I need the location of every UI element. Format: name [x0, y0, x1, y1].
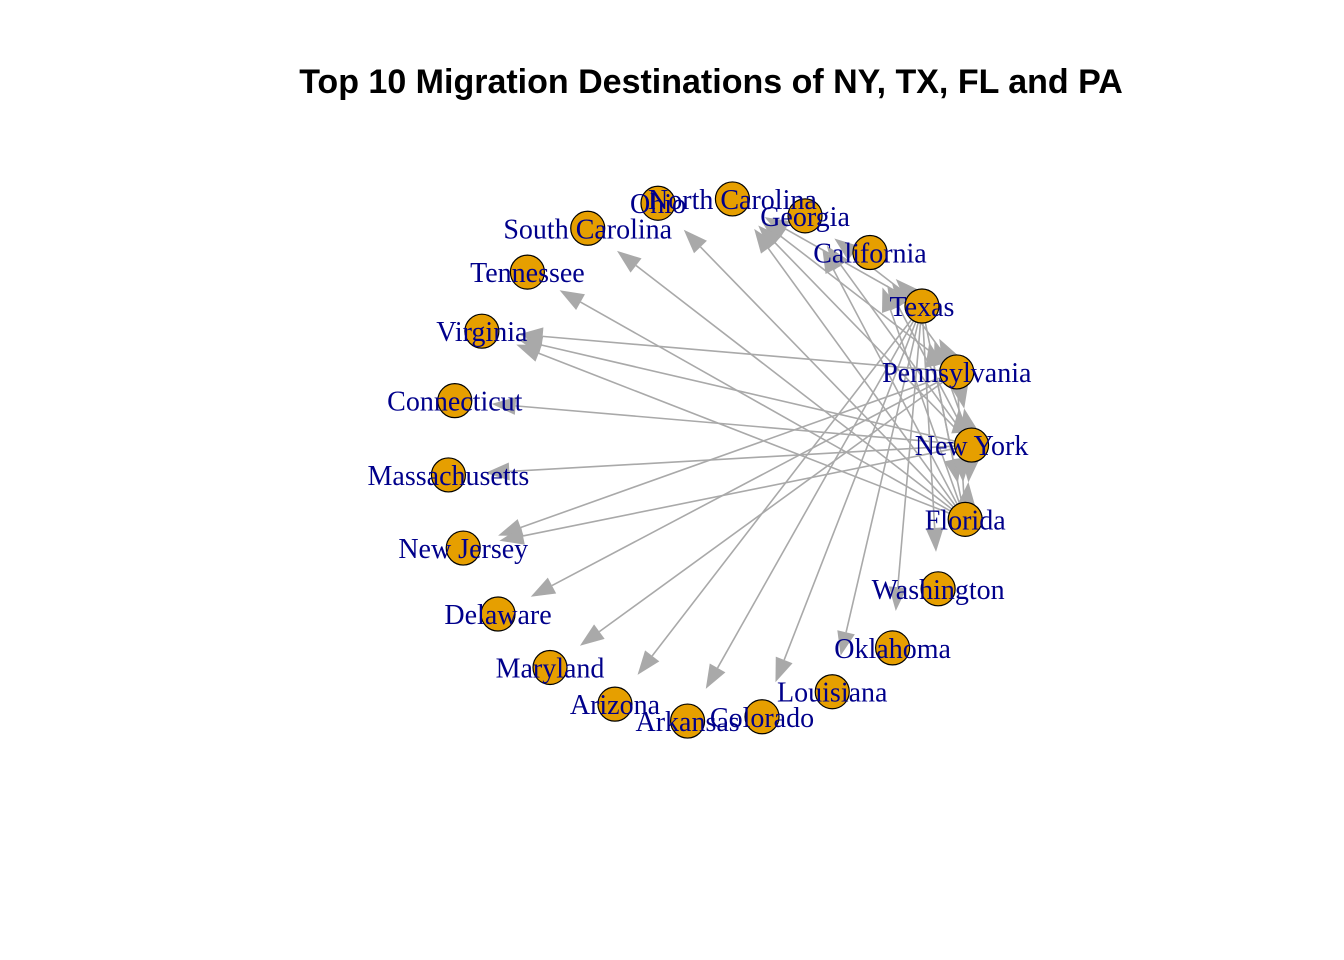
- node-label-georgia: Georgia: [760, 202, 850, 233]
- arrowhead-new_york-to-connecticut: [491, 396, 517, 415]
- node-california[interactable]: [852, 234, 888, 271]
- node-label-washington: Washington: [872, 575, 1005, 606]
- node-label-oklahoma: Oklahoma: [834, 634, 951, 665]
- arrowhead-texas-to-georgia: [834, 238, 859, 261]
- node-ohio[interactable]: [640, 185, 676, 221]
- node-label-massachusetts: Massachusetts: [368, 461, 530, 492]
- arrowhead-new_york-to-north_carolina: [758, 225, 782, 249]
- node-label-florida: Florida: [925, 505, 1006, 536]
- arrowhead-florida-to-texas: [925, 342, 943, 368]
- arrowhead-florida-to-georgia: [822, 248, 842, 275]
- node-label-new_jersey: New Jersey: [398, 534, 528, 565]
- edge-pennsylvania-to-new_jersey: [520, 371, 958, 529]
- node-south_carolina[interactable]: [570, 210, 606, 246]
- node-washington[interactable]: [920, 571, 956, 607]
- node-label-connecticut: Connecticut: [387, 387, 523, 418]
- arrowhead-texas-to-colorado: [775, 656, 793, 683]
- node-label-virginia: Virginia: [436, 317, 528, 348]
- node-label-maryland: Maryland: [496, 653, 605, 684]
- node-label-colorado: Colorado: [710, 703, 814, 734]
- edge-pennsylvania-to-delaware: [551, 371, 958, 587]
- arrowhead-florida-to-tennessee: [559, 290, 585, 310]
- arrowhead-pennsylvania-to-new_york: [950, 383, 969, 409]
- edge-florida-to-virginia: [538, 352, 966, 521]
- node-connecticut[interactable]: [437, 383, 473, 419]
- node-label-south_carolina: South Carolina: [503, 214, 672, 245]
- node-tennessee[interactable]: [509, 254, 546, 290]
- edge-texas-to-colorado: [783, 305, 923, 661]
- edge-texas-to-oklahoma: [897, 305, 923, 588]
- nodes-layer: [430, 181, 990, 739]
- arrowhead-texas-to-louisiana: [837, 630, 855, 656]
- node-maryland[interactable]: [532, 649, 568, 686]
- node-virginia[interactable]: [464, 313, 500, 349]
- arrowhead-florida-to-new_york: [957, 481, 976, 507]
- node-label-texas: Texas: [890, 292, 955, 323]
- node-label-pennsylvania: Pennsylvania: [882, 358, 1032, 389]
- edges-layer: [485, 217, 980, 689]
- arrowhead-florida-to-south_carolina: [617, 250, 642, 273]
- arrowhead-texas-to-oklahoma: [888, 586, 907, 612]
- node-label-ohio: Ohio: [630, 189, 686, 220]
- arrowhead-texas-to-arkansas: [705, 663, 726, 689]
- node-texas[interactable]: [904, 288, 940, 324]
- arrowhead-texas-to-california: [895, 279, 919, 303]
- node-massachusetts[interactable]: [430, 457, 467, 493]
- node-label-tennessee: Tennessee: [470, 258, 585, 289]
- edge-new_york-to-connecticut: [515, 405, 972, 446]
- node-pennsylvania[interactable]: [939, 354, 975, 390]
- node-delaware[interactable]: [480, 596, 516, 632]
- node-north_carolina[interactable]: [714, 181, 751, 217]
- node-new_jersey[interactable]: [445, 530, 481, 566]
- arrowhead-new_york-to-new_jersey: [499, 527, 525, 545]
- arrowhead-pennsylvania-to-maryland: [579, 624, 605, 646]
- node-oklahoma[interactable]: [874, 630, 911, 666]
- node-louisiana[interactable]: [814, 674, 850, 710]
- node-label-california: California: [813, 239, 927, 270]
- arrowhead-florida-to-ohio: [683, 229, 707, 254]
- edge-pennsylvania-to-maryland: [598, 371, 958, 633]
- labels-layer: Texas Pennsylvania New York Florida Washingt…: [368, 185, 1032, 738]
- arrowhead-florida-to-pennsylvania: [951, 408, 970, 434]
- node-label-north_carolina: North Carolina: [648, 185, 817, 216]
- node-label-delaware: Delaware: [444, 600, 551, 631]
- node-label-arizona: Arizona: [570, 690, 661, 721]
- arrowhead-new_york-to-florida: [961, 457, 980, 483]
- arrowhead-new_york-to-massachusetts: [485, 462, 510, 481]
- arrowhead-pennsylvania-to-north_carolina: [761, 221, 787, 244]
- arrowhead-florida-to-virginia: [516, 344, 542, 362]
- edge-florida-to-ohio: [699, 246, 966, 520]
- arrowhead-florida-to-north_carolina: [754, 228, 776, 254]
- arrowhead-texas-to-arizona: [637, 650, 660, 675]
- arrowhead-texas-to-washington: [925, 527, 944, 552]
- node-georgia[interactable]: [787, 198, 823, 234]
- node-florida[interactable]: [947, 501, 983, 537]
- node-label-new_york: New York: [915, 431, 1029, 462]
- edge-florida-to-california: [889, 309, 966, 520]
- arrowhead-pennsylvania-to-delaware: [530, 577, 557, 597]
- chart-title: Top 10 Migration Destinations of NY, TX,…: [299, 63, 1123, 101]
- edge-florida-to-tennessee: [580, 301, 966, 521]
- node-label-arkansas: Arkansas: [635, 707, 739, 738]
- node-colorado[interactable]: [744, 699, 780, 735]
- edge-new_york-to-new_jersey: [522, 444, 972, 537]
- edge-florida-to-north_carolina: [767, 247, 966, 520]
- node-arizona[interactable]: [597, 686, 633, 722]
- node-new_york[interactable]: [953, 427, 990, 463]
- node-arkansas[interactable]: [669, 703, 706, 739]
- arrowhead-florida-to-california: [882, 287, 899, 313]
- edge-new_york-to-massachusetts: [509, 444, 972, 473]
- edge-florida-to-georgia: [832, 269, 966, 520]
- edge-florida-to-south_carolina: [635, 264, 966, 520]
- edge-florida-to-texas: [933, 365, 966, 520]
- node-label-louisiana: Louisiana: [777, 678, 888, 709]
